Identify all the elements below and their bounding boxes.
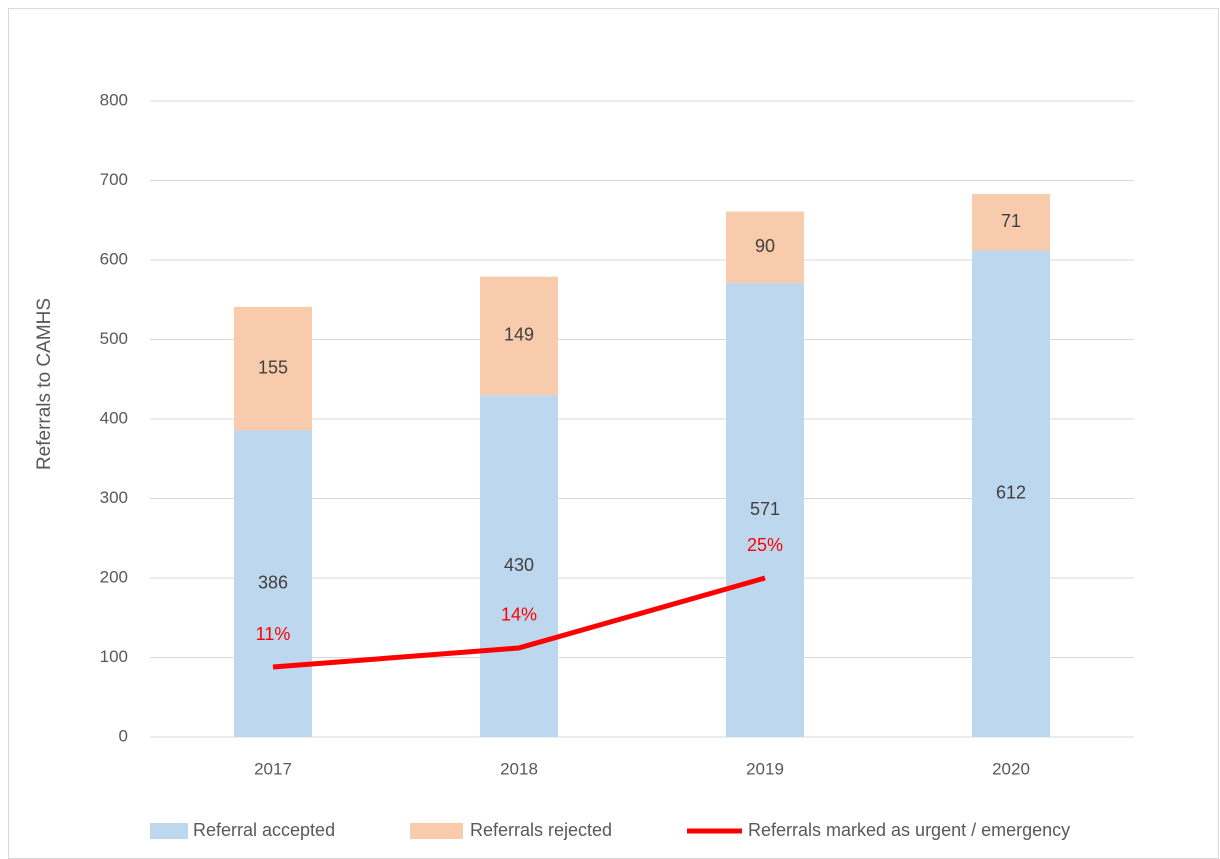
y-tick-label: 700 bbox=[100, 170, 128, 189]
line bbox=[272, 575, 766, 670]
data-label: 386 bbox=[258, 572, 288, 592]
y-tick-label: 800 bbox=[100, 90, 128, 109]
data-label: 149 bbox=[504, 325, 534, 345]
bar-segment bbox=[726, 211, 804, 284]
data-label: 612 bbox=[996, 482, 1026, 502]
y-tick-label: 500 bbox=[100, 329, 128, 348]
bar-segment bbox=[234, 306, 312, 431]
x-tick-label: 2017 bbox=[254, 759, 292, 778]
x-tick-label: 2019 bbox=[746, 759, 784, 778]
x-tick-label: 2020 bbox=[992, 759, 1030, 778]
y-tick-label: 100 bbox=[100, 647, 128, 666]
legend-swatch bbox=[410, 823, 463, 839]
bar-segment bbox=[972, 194, 1050, 251]
data-label: 430 bbox=[504, 555, 534, 575]
bar-segment bbox=[480, 276, 558, 396]
y-tick-label: 400 bbox=[100, 408, 128, 427]
x-tick-label: 2018 bbox=[500, 759, 538, 778]
legend-label: Referrals marked as urgent / emergency bbox=[748, 820, 1070, 840]
legend-label: Referral accepted bbox=[193, 820, 335, 840]
y-tick-label: 0 bbox=[119, 726, 128, 745]
data-label: 90 bbox=[755, 236, 775, 256]
y-tick-label: 200 bbox=[100, 567, 128, 586]
legend-swatch bbox=[150, 823, 188, 839]
line-label: 25% bbox=[747, 535, 783, 555]
bar-segment bbox=[234, 430, 312, 737]
line-label: 11% bbox=[256, 624, 291, 644]
bar-segment bbox=[726, 283, 804, 737]
bar-segment bbox=[480, 395, 558, 737]
y-axis-title: Referrals to CAMHS bbox=[34, 298, 55, 470]
data-label: 155 bbox=[258, 357, 288, 377]
y-tick-label: 300 bbox=[100, 488, 128, 507]
bar-segment bbox=[972, 250, 1050, 737]
data-label: 71 bbox=[1001, 211, 1021, 231]
y-tick-label: 600 bbox=[100, 249, 128, 268]
line-label: 14% bbox=[501, 605, 537, 625]
data-label: 571 bbox=[750, 499, 780, 519]
legend-label: Referrals rejected bbox=[470, 820, 612, 840]
